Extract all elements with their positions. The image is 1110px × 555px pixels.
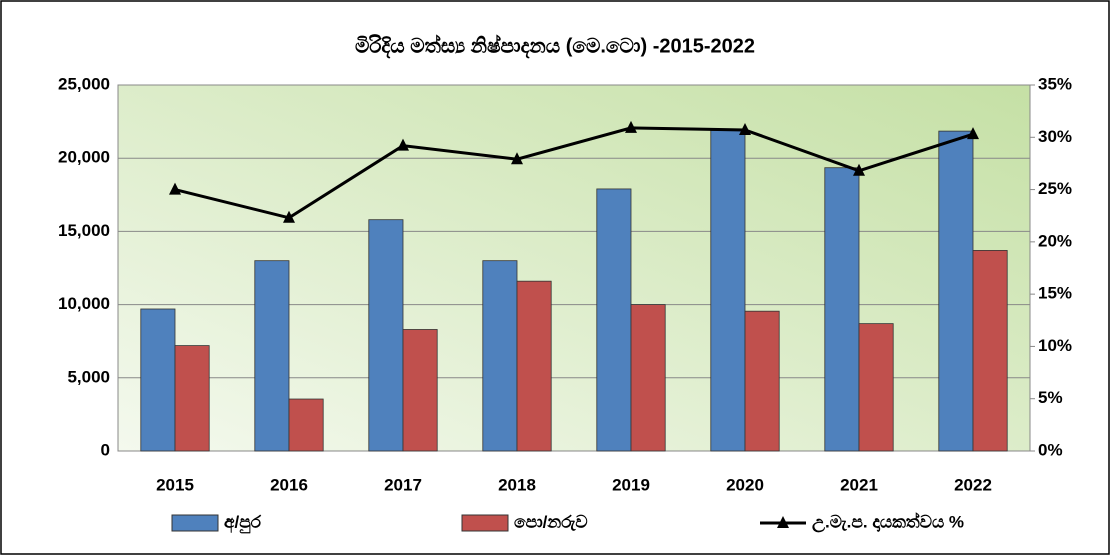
y-tick-label: 25,000	[58, 74, 110, 93]
y2-tick-label: 0%	[1038, 440, 1063, 459]
bar	[824, 167, 860, 452]
y2-tick-label: 20%	[1038, 231, 1072, 250]
x-tick-label: 2015	[156, 475, 194, 494]
bar	[744, 310, 780, 452]
y-tick-label: 20,000	[58, 148, 110, 167]
x-tick-label: 2022	[954, 475, 992, 494]
y-tick-label: 10,000	[58, 294, 110, 313]
y-tick-label: 5,000	[67, 367, 110, 386]
bar	[938, 130, 974, 452]
line-marker	[283, 210, 295, 223]
bar	[254, 260, 290, 452]
bar	[858, 323, 894, 452]
bar	[140, 308, 176, 452]
bar	[516, 280, 552, 452]
legend-marker	[777, 516, 789, 528]
bar	[630, 304, 666, 452]
bar	[972, 250, 1008, 452]
bar	[482, 260, 518, 452]
x-tick-label: 2021	[840, 475, 878, 494]
legend-label: අ/පුර	[224, 512, 262, 533]
y2-tick-label: 15%	[1038, 284, 1072, 303]
x-tick-label: 2020	[726, 475, 764, 494]
bar	[596, 188, 632, 452]
bar	[710, 129, 746, 452]
y2-tick-label: 10%	[1038, 336, 1072, 355]
y2-tick-label: 35%	[1038, 74, 1072, 93]
line-marker	[397, 138, 409, 151]
legend-label: පො/නරුව	[514, 512, 588, 531]
y2-tick-label: 25%	[1038, 179, 1072, 198]
x-tick-label: 2017	[384, 475, 422, 494]
line-marker	[625, 120, 637, 133]
line	[174, 126, 974, 220]
legend-label: උ.මැ.ප. දායකත්වය %	[812, 511, 964, 533]
bar	[402, 329, 438, 452]
line-marker	[967, 127, 979, 140]
bar	[288, 398, 324, 452]
y-tick-label: 15,000	[58, 221, 110, 240]
y-tick-label: 0	[101, 440, 110, 459]
line-marker	[853, 163, 865, 176]
chart-title: මිරිදිය මත්ස්‍ය නිෂ්පාදනය (මෙ.ටො) -2015-…	[355, 33, 755, 58]
y2-tick-label: 5%	[1038, 388, 1063, 407]
line-marker	[169, 182, 181, 195]
bar	[368, 219, 404, 452]
x-tick-label: 2019	[612, 475, 650, 494]
line-marker	[511, 152, 523, 165]
legend-swatch	[171, 514, 219, 532]
x-tick-label: 2018	[498, 475, 536, 494]
x-tick-label: 2016	[270, 475, 308, 494]
y2-tick-label: 30%	[1038, 127, 1072, 146]
line-marker	[739, 122, 751, 135]
bar	[174, 345, 210, 452]
legend-swatch	[461, 514, 509, 532]
